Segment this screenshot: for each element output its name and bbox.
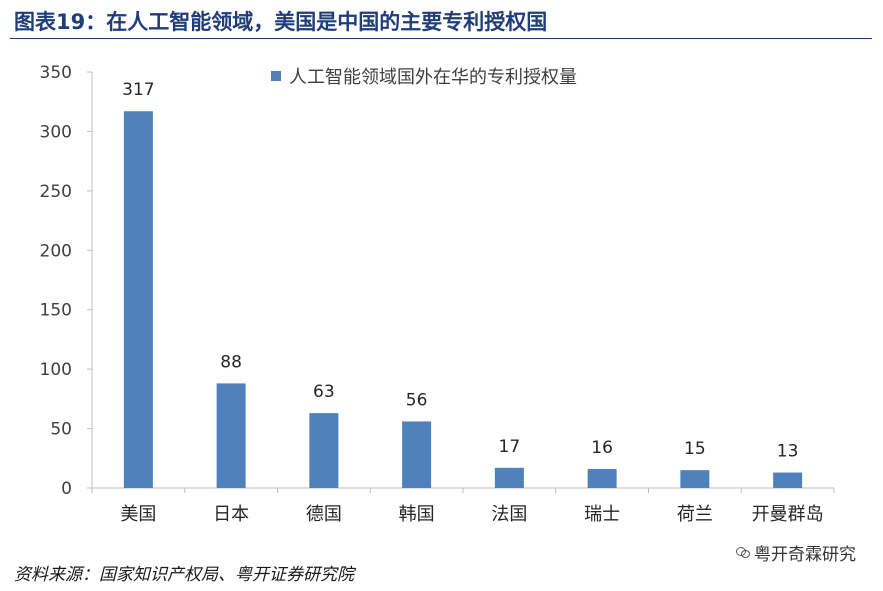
y-tick-label: 100: [40, 360, 72, 380]
source-note: 资料来源：国家知识产权局、粤开证券研究院: [14, 565, 354, 585]
bar-6: [587, 468, 617, 488]
y-tick-label: 150: [40, 301, 72, 321]
bar-7: [680, 470, 710, 488]
bar-1: [123, 111, 153, 489]
data-label: 15: [684, 439, 706, 459]
watermark-text: 粤开奇霖研究: [754, 545, 856, 565]
x-tick-label: 瑞士: [584, 504, 620, 525]
data-label: 13: [777, 442, 799, 462]
x-tick-label: 德国: [306, 504, 342, 525]
data-label: 88: [220, 352, 242, 372]
y-tick-label: 0: [61, 479, 72, 499]
x-tick-label: 开曼群岛: [752, 504, 824, 525]
legend-swatch: [271, 71, 281, 81]
data-label: 16: [591, 438, 613, 458]
y-tick-label: 350: [40, 63, 72, 83]
bar-4: [402, 421, 432, 488]
title-divider: [10, 38, 872, 39]
data-label: 56: [406, 390, 428, 410]
x-tick-label: 荷兰: [677, 504, 713, 525]
y-tick-label: 250: [40, 182, 72, 202]
bar-3: [309, 413, 339, 488]
x-tick-label: 美国: [120, 504, 156, 525]
x-tick-label: 法国: [491, 504, 527, 525]
wechat-icon: [736, 547, 750, 558]
data-label: 17: [499, 437, 521, 457]
y-tick-label: 300: [40, 122, 72, 142]
y-tick-label: 200: [40, 241, 72, 261]
bar-5: [494, 467, 524, 488]
data-label: 317: [122, 80, 154, 100]
y-tick-label: 50: [50, 420, 72, 440]
bar-2: [216, 383, 246, 488]
chart-title: 图表19：在人工智能领域，美国是中国的主要专利授权国: [14, 10, 548, 34]
data-label: 63: [313, 382, 335, 402]
x-tick-label: 日本: [213, 504, 249, 525]
bar-8: [773, 472, 803, 488]
x-tick-label: 韩国: [399, 504, 435, 525]
watermark: 粤开奇霖研究: [736, 540, 856, 565]
legend-label: 人工智能领域国外在华的专利授权量: [289, 67, 577, 88]
bar-chart: 0 50 100 150 200 250 300 350 317 美国 88 日本 63 德国 56 韩国 17…: [40, 63, 835, 525]
